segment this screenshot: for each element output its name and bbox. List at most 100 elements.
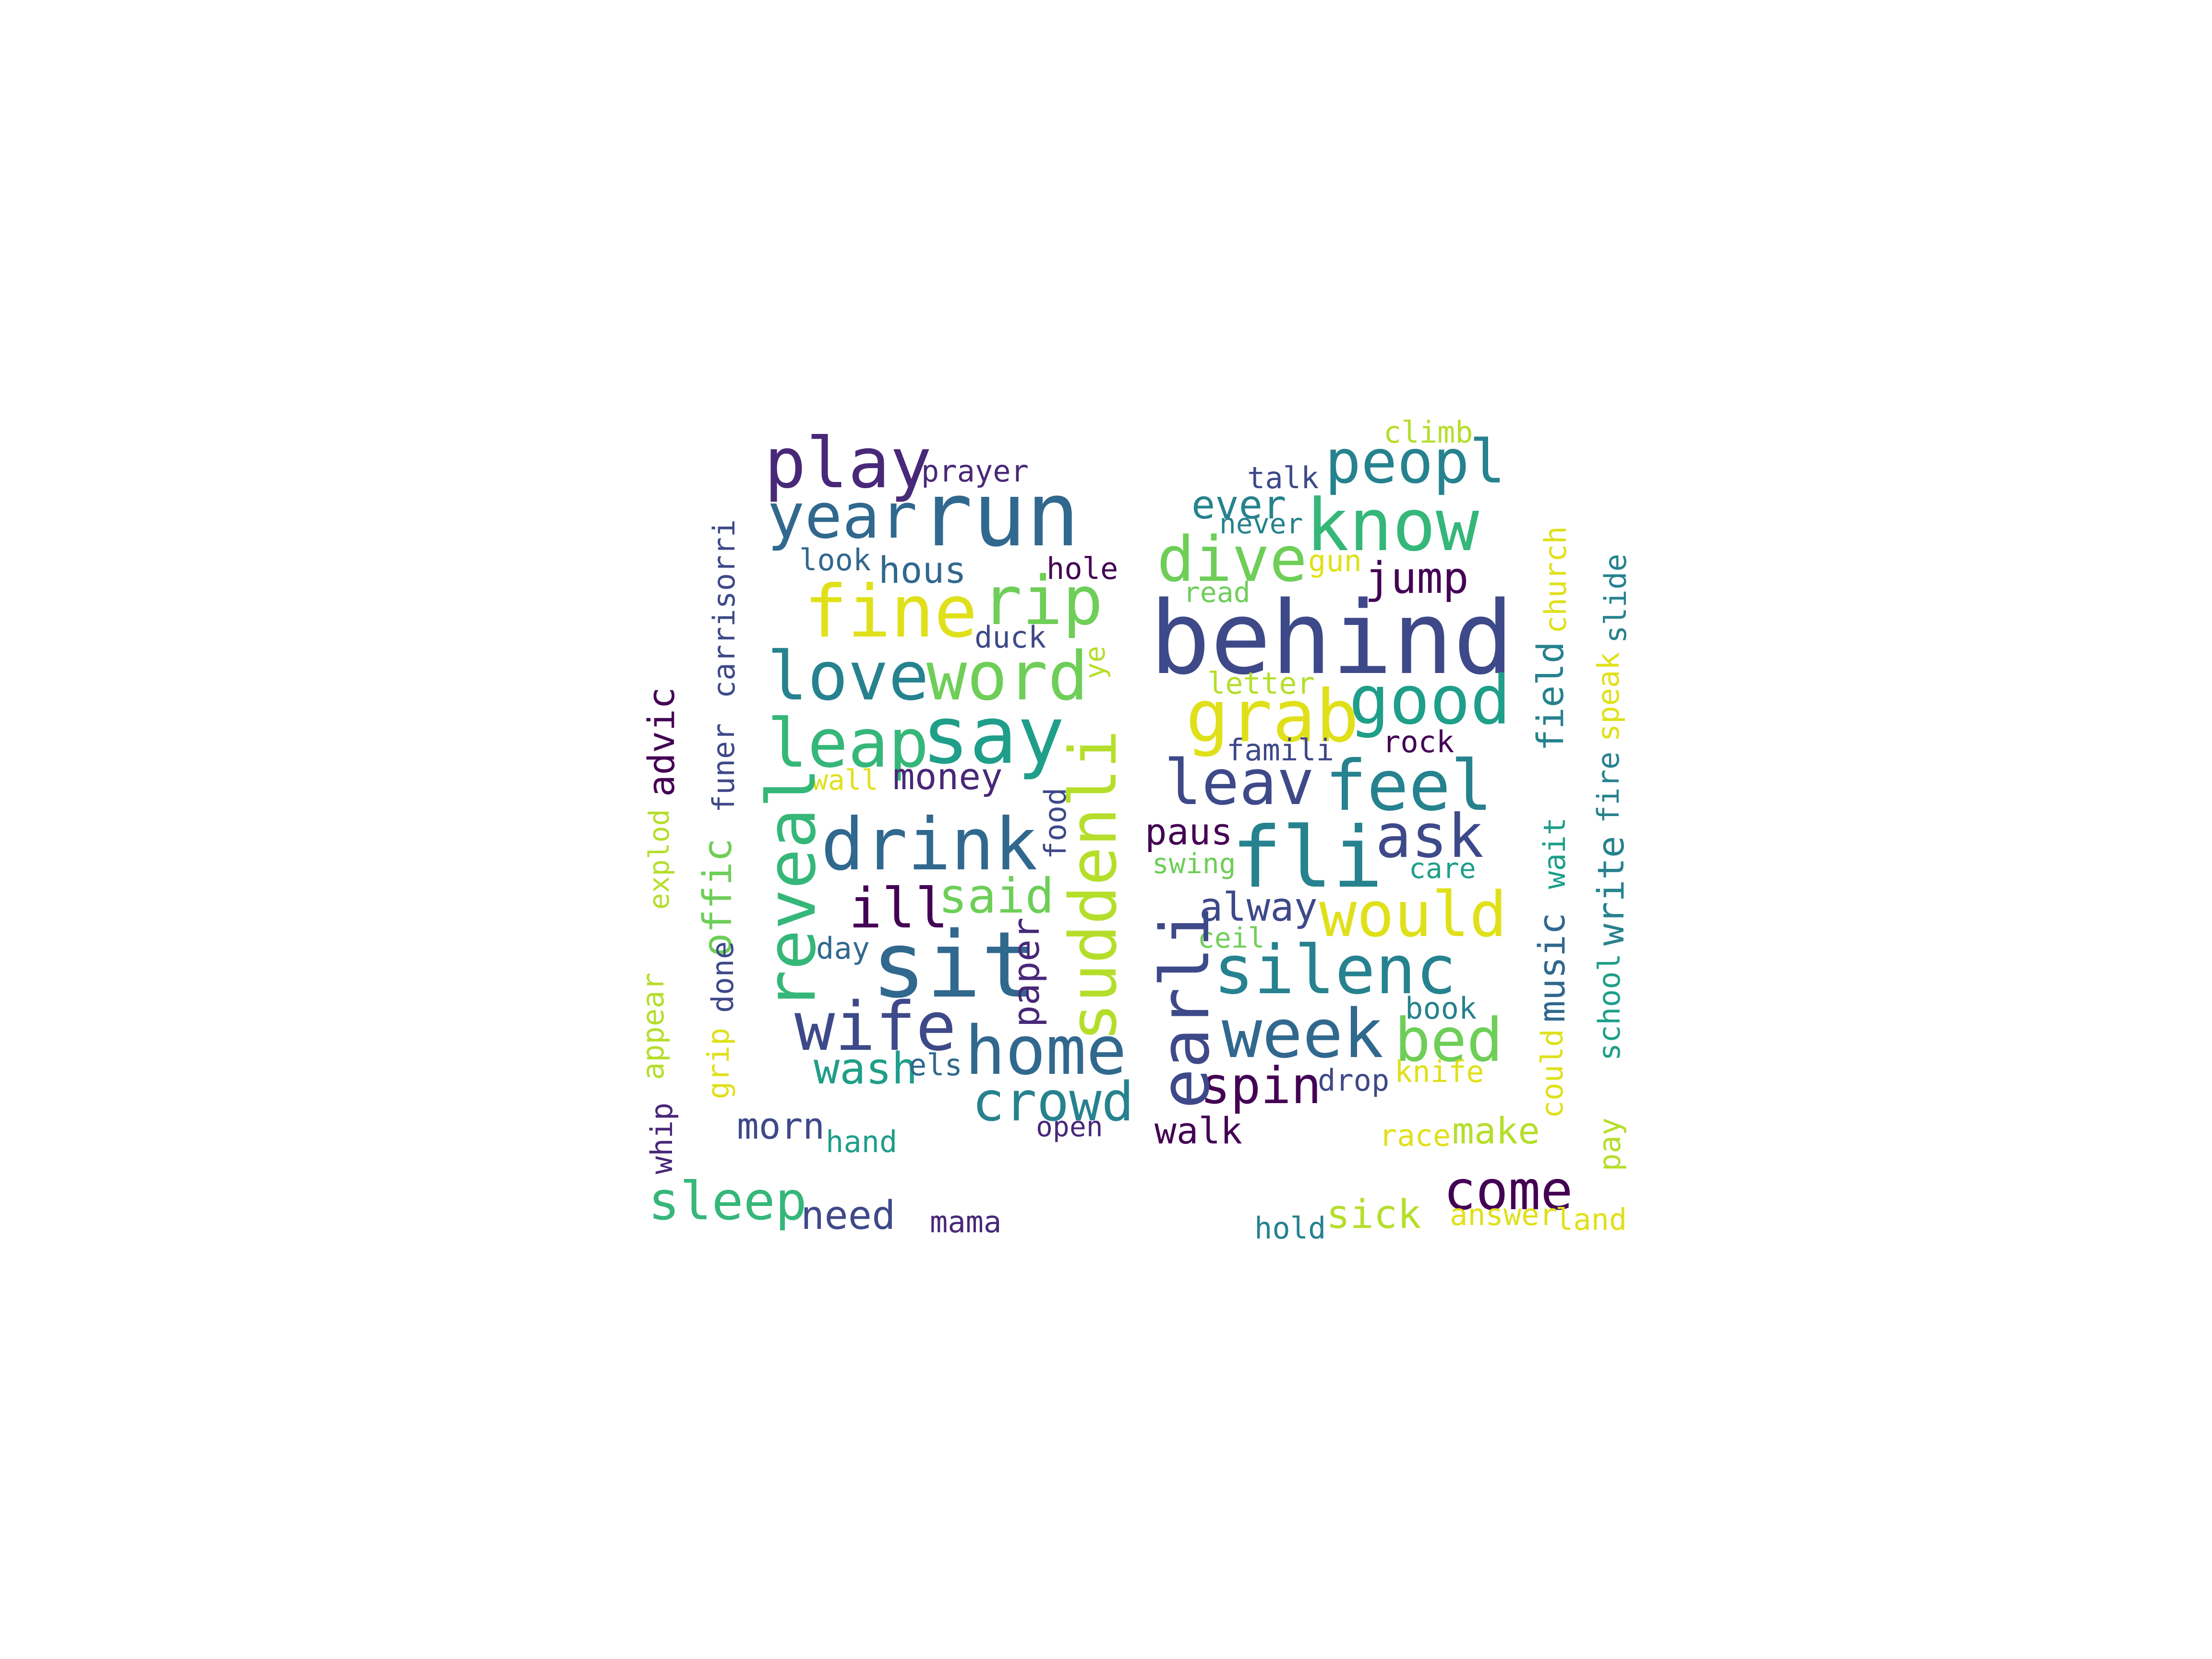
word-love: love [767,637,929,716]
word-whip: whip [644,1102,679,1174]
word-food: food [1038,787,1073,859]
word-play: play [764,423,932,504]
word-walk: walk [1154,1109,1243,1152]
word-bed: bed [1395,1006,1503,1075]
word-land: land [1555,1202,1627,1237]
word-ask: ask [1375,802,1484,871]
word-school: school [1592,953,1627,1061]
word-earli: earli [1146,906,1225,1109]
word-paus: paus [1145,810,1233,853]
word-speak: speak [1591,652,1626,742]
word-feel: feel [1325,745,1493,827]
word-drop: drop [1318,1063,1390,1098]
word-pay: pay [1592,1118,1627,1171]
word-slide: slide [1598,553,1633,643]
word-grip: grip [701,1027,736,1099]
word-say: say [922,689,1065,781]
word-ill: ill [849,877,949,941]
word-ceil: ceil [1198,922,1265,954]
word-spin: spin [1200,1057,1322,1115]
word-letter: letter [1207,666,1315,701]
word-funer: funer [706,723,741,813]
word-gun: gun [1308,543,1362,578]
word-run: run [919,463,1080,566]
word-crowd: crowd [972,1071,1134,1133]
word-explod: explod [643,809,675,910]
word-morn: morn [737,1105,825,1147]
word-week: week [1222,995,1384,1073]
word-open: open [1036,1110,1103,1143]
word-prayer: prayer [921,454,1029,489]
word-duck: duck [974,620,1046,655]
word-jump: jump [1365,553,1469,603]
word-church: church [1538,526,1573,634]
word-read: read [1183,576,1250,609]
word-hand: hand [826,1124,898,1159]
word-rock: rock [1382,724,1455,759]
word-home: home [965,1012,1127,1090]
word-good: good [1349,661,1511,740]
word-ye: ye [1079,646,1111,679]
word-wife: wife [794,988,957,1066]
word-famili: famili [1226,733,1334,768]
word-make: make [1452,1109,1540,1152]
word-leav: leav [1164,746,1315,819]
word-peopl: peopl [1325,427,1506,497]
word-dive: dive [1157,523,1308,596]
word-drink: drink [821,803,1038,887]
word-fire: fire [1591,751,1626,823]
word-appear: appear [636,973,671,1080]
word-sleep: sleep [648,1170,807,1232]
word-els: els [909,1047,962,1082]
word-talk: talk [1247,460,1319,495]
word-silenc: silenc [1214,931,1456,1010]
word-could: could [1535,1029,1570,1118]
word-ever: ever [1191,482,1286,528]
word-fli: fli [1231,809,1383,907]
word-care: care [1409,852,1476,885]
word-advic: advic [640,687,683,797]
word-wall: wall [811,764,878,796]
word-grab: grab [1186,675,1359,758]
word-offic: offic [695,838,741,957]
word-book: book [1405,991,1477,1026]
word-come: come [1443,1160,1573,1222]
word-write: write [1589,836,1632,946]
word-done: done [705,941,740,1013]
word-sick: sick [1326,1192,1421,1238]
word-money: money [893,755,1003,798]
word-would: would [1319,878,1507,951]
word-hold: hold [1254,1211,1326,1246]
word-year: year [767,480,918,553]
word-wash: wash [814,1044,918,1094]
word-paper: paper [1005,917,1047,1027]
word-said: said [938,868,1054,924]
word-hous: hous [878,549,967,591]
word-knife: knife [1395,1054,1484,1089]
word-leap: leap [767,705,929,783]
word-climb: climb [1383,415,1473,450]
word-rip: rip [982,562,1103,640]
word-race: race [1379,1118,1451,1153]
word-answer: answer [1450,1197,1557,1232]
word-sit: sit [871,912,1036,1018]
word-fine: fine [804,570,978,654]
word-know: know [1306,484,1479,567]
word-carrisorri: carrisorri [707,519,742,698]
word-suddenli: suddenli [1056,729,1131,1042]
word-look: look [799,542,871,577]
word-alway: alway [1199,885,1318,930]
word-field: field [1529,641,1572,751]
word-word: word [926,637,1089,716]
word-never: never [1219,507,1303,540]
word-mama: mama [930,1204,1002,1239]
word-need: need [801,1193,896,1238]
word-day: day [816,931,870,966]
word-wait: wait [1537,817,1572,889]
word-hole: hole [1046,551,1118,586]
word-music: music [1530,913,1573,1022]
word-swing: swing [1152,847,1236,880]
word-behind: behind [1150,579,1514,697]
word-reveal: reveal [753,768,831,1010]
